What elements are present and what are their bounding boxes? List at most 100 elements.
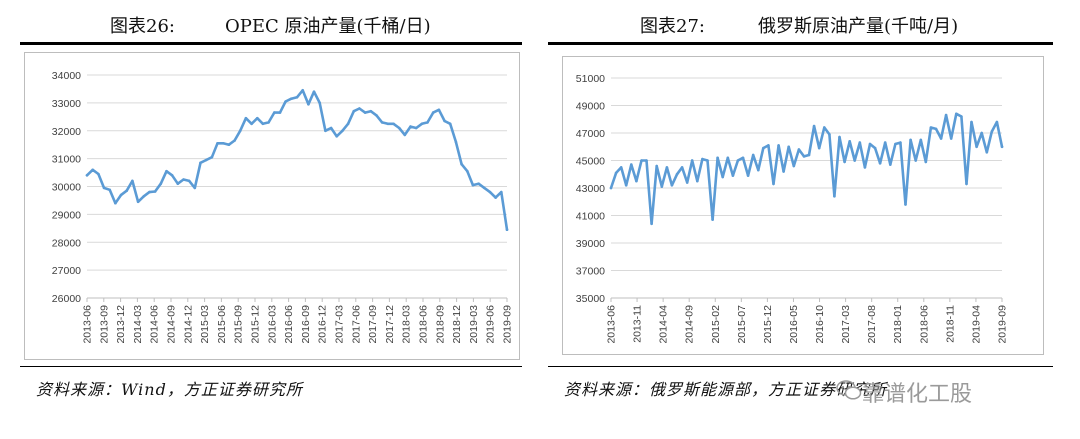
chart-frame bbox=[24, 52, 520, 360]
data-point bbox=[757, 168, 760, 172]
data-point bbox=[448, 122, 452, 126]
data-point bbox=[746, 174, 750, 177]
data-point bbox=[736, 159, 740, 162]
data-point bbox=[924, 160, 928, 164]
data-point bbox=[227, 143, 231, 146]
figure-number: 图表26: bbox=[110, 16, 175, 37]
figure-caption: 俄罗斯原油产量(千吨/月) bbox=[758, 16, 959, 37]
x-tick-label: 2017-03 bbox=[334, 305, 346, 344]
data-point bbox=[731, 174, 735, 177]
x-tick-label: 2016-10 bbox=[814, 305, 826, 344]
data-point bbox=[216, 142, 219, 145]
y-tick-label: 47000 bbox=[576, 128, 605, 140]
data-point bbox=[624, 184, 628, 187]
data-point bbox=[375, 114, 378, 117]
x-tick-label: 2017-09 bbox=[367, 305, 379, 344]
x-tick-label: 2019-03 bbox=[468, 305, 480, 344]
x-tick-label: 2015-12 bbox=[762, 305, 774, 344]
y-tick-label: 51000 bbox=[576, 73, 605, 85]
data-point bbox=[833, 195, 836, 198]
data-point bbox=[256, 116, 259, 120]
source-note: 资料来源：Wind，方正证券研究所 bbox=[36, 380, 303, 399]
y-tick-label: 35000 bbox=[576, 293, 605, 305]
data-point bbox=[380, 121, 384, 124]
x-tick-label: 2014-09 bbox=[166, 305, 178, 344]
x-tick-label: 2017-08 bbox=[866, 305, 878, 344]
data-point bbox=[904, 203, 907, 206]
x-tick-label: 2015-12 bbox=[250, 305, 262, 344]
data-point bbox=[97, 172, 100, 176]
x-tick-label: 2015-03 bbox=[199, 305, 211, 344]
x-tick-label: 2017-06 bbox=[350, 305, 362, 344]
x-tick-label: 2018-06 bbox=[418, 305, 430, 344]
data-point bbox=[488, 190, 492, 194]
figure-title-russia: 图表27: 俄罗斯原油产量(千吨/月) bbox=[548, 12, 1053, 38]
data-point bbox=[990, 130, 994, 133]
data-point bbox=[301, 89, 305, 92]
data-point bbox=[273, 111, 276, 114]
data-point bbox=[909, 138, 912, 142]
data-point bbox=[363, 111, 367, 114]
data-point bbox=[640, 159, 643, 162]
x-tick-label: 2015-06 bbox=[216, 305, 228, 344]
data-point bbox=[863, 166, 867, 169]
data-point bbox=[165, 169, 168, 173]
data-point bbox=[431, 111, 435, 114]
data-point bbox=[324, 129, 327, 133]
data-point bbox=[307, 103, 310, 106]
data-point bbox=[500, 190, 503, 194]
data-point bbox=[853, 159, 856, 162]
data-point bbox=[878, 162, 882, 165]
russia-production-chart: 35000 37000 39000 41000 43000 45000 47000 49000… bbox=[576, 73, 1009, 344]
x-tick-label: 2019-04 bbox=[970, 305, 982, 344]
data-point bbox=[392, 122, 395, 126]
x-tick-label: 2018-09 bbox=[434, 305, 446, 344]
data-point bbox=[914, 159, 917, 162]
x-tick-label: 2018-11 bbox=[944, 305, 956, 343]
y-tick-label: 32000 bbox=[52, 126, 81, 138]
opec-production-chart: 26000 27000 28000 29000 30000 31000 32000 33000… bbox=[52, 70, 514, 344]
data-point bbox=[148, 190, 151, 194]
data-point bbox=[711, 218, 714, 221]
data-point bbox=[614, 171, 618, 175]
data-point bbox=[91, 168, 94, 172]
data-point bbox=[233, 139, 236, 142]
y-tick-label: 37000 bbox=[576, 266, 605, 278]
data-point bbox=[108, 188, 111, 192]
data-point bbox=[970, 120, 973, 124]
data-point bbox=[645, 159, 648, 162]
data-point bbox=[261, 122, 265, 126]
data-point bbox=[414, 126, 418, 130]
data-point bbox=[102, 186, 106, 190]
wechat-icon bbox=[836, 380, 862, 400]
data-point bbox=[335, 135, 339, 138]
data-point bbox=[471, 183, 475, 187]
data-point bbox=[176, 182, 180, 185]
data-point bbox=[797, 148, 801, 151]
panel-russia: 图表27: 俄罗斯原油产量(千吨/月) 35000 37000 39000 41000… bbox=[548, 0, 1053, 439]
data-point bbox=[894, 142, 897, 146]
figure-title-opec: 图表26: OPEC 原油产量(千桶/日) bbox=[20, 12, 522, 38]
data-point bbox=[883, 141, 887, 144]
x-tick-label: 2016-12 bbox=[317, 305, 329, 344]
data-point bbox=[199, 161, 202, 165]
data-point bbox=[751, 153, 755, 157]
y-tick-label: 41000 bbox=[576, 211, 605, 223]
data-point bbox=[131, 179, 134, 183]
data-point bbox=[505, 228, 509, 231]
data-point bbox=[762, 146, 765, 150]
y-tick-label: 49000 bbox=[576, 101, 605, 113]
data-point bbox=[454, 140, 458, 144]
x-tick-label: 2015-09 bbox=[233, 305, 245, 344]
y-tick-label: 29000 bbox=[52, 209, 81, 221]
data-point bbox=[949, 137, 953, 140]
data-point bbox=[244, 116, 248, 120]
data-point bbox=[187, 179, 191, 183]
x-tick-label: 2017-03 bbox=[840, 305, 852, 344]
figure-caption: OPEC 原油产量(千桶/日) bbox=[225, 16, 431, 37]
data-point bbox=[721, 175, 724, 179]
data-point bbox=[955, 112, 958, 116]
data-point bbox=[369, 109, 373, 113]
data-point bbox=[635, 179, 638, 183]
data-point bbox=[685, 181, 689, 184]
